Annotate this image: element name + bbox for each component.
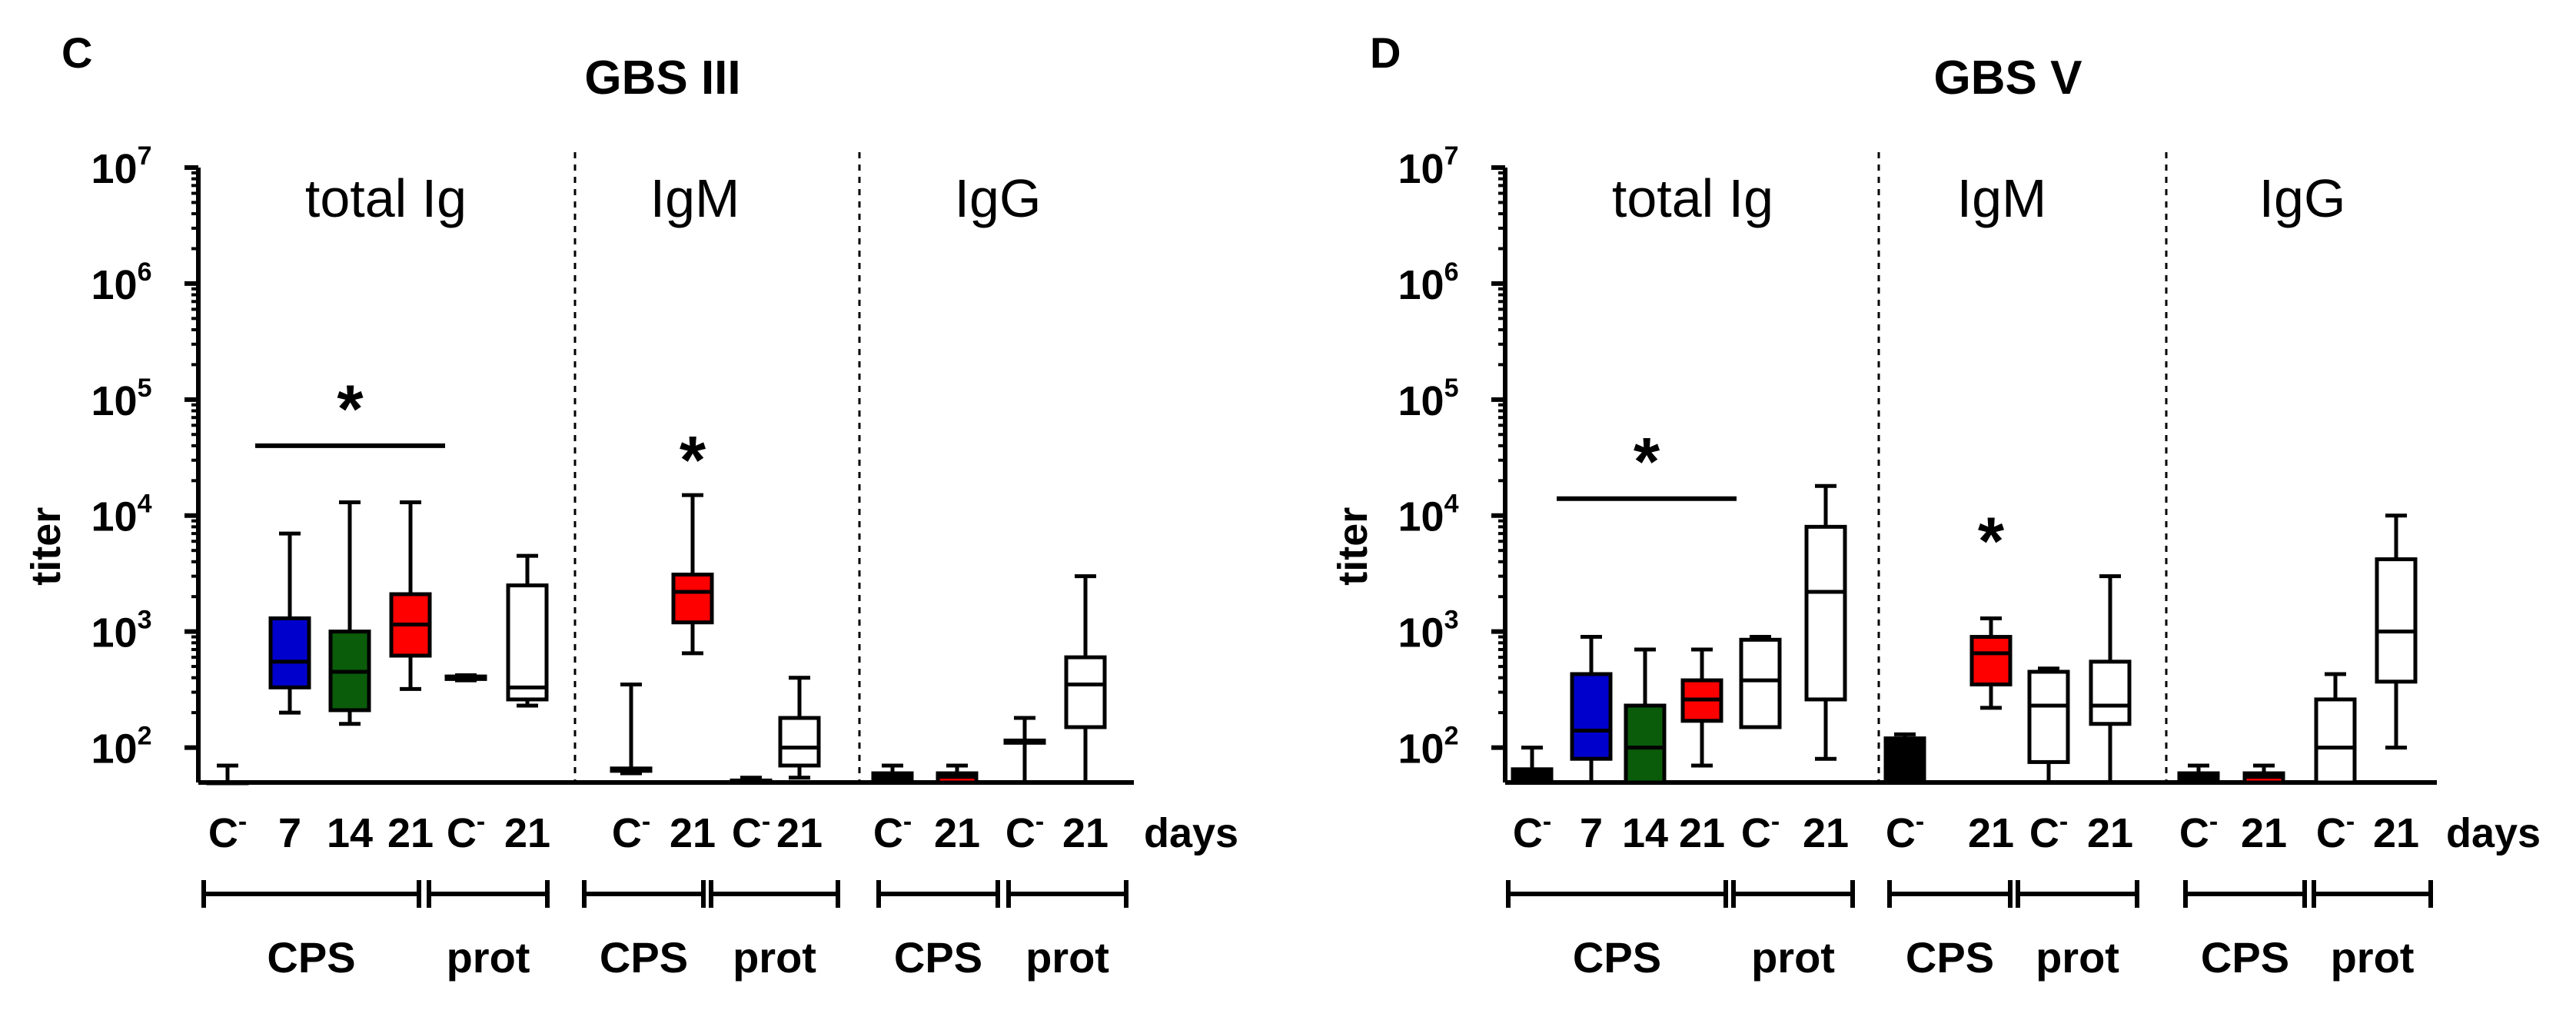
- box: [2314, 697, 2357, 785]
- box: [1739, 637, 1782, 729]
- y-tick-label: 104: [1398, 490, 1459, 540]
- x-tick-label: 14: [327, 810, 373, 856]
- section-label: IgG: [2259, 168, 2346, 228]
- y-tick-label: 103: [1398, 606, 1459, 656]
- group-label: prot: [733, 933, 816, 982]
- x-tick-label: 21: [2241, 810, 2287, 856]
- section-label: total Ig: [1612, 168, 1773, 228]
- panel-letter: C: [61, 28, 92, 77]
- box: [2027, 669, 2070, 764]
- y-axis-label: titer: [1330, 507, 1376, 586]
- box: [1570, 672, 1613, 761]
- box: [2089, 659, 2132, 726]
- x-unit-label: days: [2446, 810, 2541, 856]
- y-tick-label: 105: [91, 374, 152, 424]
- x-tick-label: C-: [732, 807, 770, 856]
- group-label: CPS: [1906, 933, 1994, 982]
- box: [1969, 635, 2013, 686]
- y-tick-label: 103: [91, 606, 152, 656]
- section-label: IgM: [1957, 168, 2047, 228]
- box: [268, 616, 311, 689]
- section-label: IgG: [955, 168, 1042, 228]
- x-tick-label: C-: [612, 807, 650, 856]
- group-label: prot: [1025, 933, 1109, 982]
- panel-gbs-v: D GBS V titer 102 103 104 105 106 107 total Ig CPS…: [1330, 28, 2541, 982]
- y-tick-label: 102: [91, 722, 152, 772]
- group-label: CPS: [1573, 933, 1661, 982]
- y-tick-label: 106: [91, 257, 152, 308]
- x-tick-label: C-: [2179, 807, 2218, 856]
- x-unit-label: days: [1144, 810, 1238, 856]
- box: [671, 573, 714, 625]
- x-tick-label: C-: [873, 807, 912, 856]
- group-label: CPS: [894, 933, 982, 982]
- x-tick-label: 21: [387, 810, 434, 856]
- x-tick-label: 14: [1622, 810, 1668, 856]
- y-tick-label: 107: [1398, 141, 1459, 192]
- x-tick-label: 21: [2373, 810, 2419, 856]
- box: [1624, 703, 1667, 785]
- x-tick-label: 21: [504, 810, 550, 856]
- x-tick-label: 21: [776, 810, 823, 856]
- y-tick-label: 106: [1398, 257, 1459, 308]
- x-tick-label: 21: [2087, 810, 2133, 856]
- significance-star: *: [1634, 424, 1660, 500]
- box: [506, 583, 549, 702]
- significance-star: *: [337, 370, 364, 447]
- chart-title: GBS V: [1934, 51, 2082, 105]
- section-label: total Ig: [305, 168, 467, 228]
- group-label: prot: [2036, 933, 2119, 982]
- y-tick-label: 102: [1398, 722, 1459, 772]
- x-tick-label: C-: [1005, 807, 1044, 856]
- x-tick-label: C-: [1513, 807, 1551, 856]
- x-tick-label: 21: [1803, 810, 1849, 856]
- chart-title: GBS III: [584, 51, 740, 105]
- group-label: prot: [447, 933, 530, 982]
- x-tick-label: C-: [1886, 807, 1924, 856]
- x-tick-label: C-: [2029, 807, 2068, 856]
- x-tick-label: C-: [447, 807, 485, 856]
- group-label: prot: [1751, 933, 1835, 982]
- x-tick-label: 21: [1679, 810, 1725, 856]
- x-tick-label: 7: [278, 810, 301, 856]
- box: [2375, 557, 2418, 684]
- x-tick-label: C-: [208, 807, 247, 856]
- x-tick-label: 21: [1062, 810, 1109, 856]
- y-tick-label: 107: [91, 141, 152, 192]
- y-tick-label: 104: [91, 490, 152, 540]
- y-tick-label: 105: [1398, 374, 1459, 424]
- y-axis-label: titer: [23, 507, 69, 586]
- x-tick-label: C-: [1741, 807, 1780, 856]
- panel-gbs-iii: C GBS III titer 102 103 104 105 106 107 total Ig C…: [23, 28, 1238, 982]
- group-label: CPS: [2201, 933, 2289, 982]
- group-label: CPS: [600, 933, 688, 982]
- section-label: IgM: [650, 168, 740, 228]
- box: [1804, 524, 1847, 702]
- significance-star: *: [680, 422, 706, 498]
- box: [778, 716, 821, 768]
- panel-letter: D: [1370, 28, 1401, 77]
- x-tick-label: 21: [934, 810, 980, 856]
- x-tick-label: C-: [2316, 807, 2355, 856]
- x-tick-label: 7: [1580, 810, 1603, 856]
- box: [1064, 655, 1107, 729]
- group-label: prot: [2331, 933, 2415, 982]
- group-label: CPS: [267, 933, 355, 982]
- x-tick-label: 21: [1968, 810, 2014, 856]
- box: [1883, 736, 1926, 785]
- x-tick-label: 21: [670, 810, 716, 856]
- significance-star: *: [1978, 503, 2005, 579]
